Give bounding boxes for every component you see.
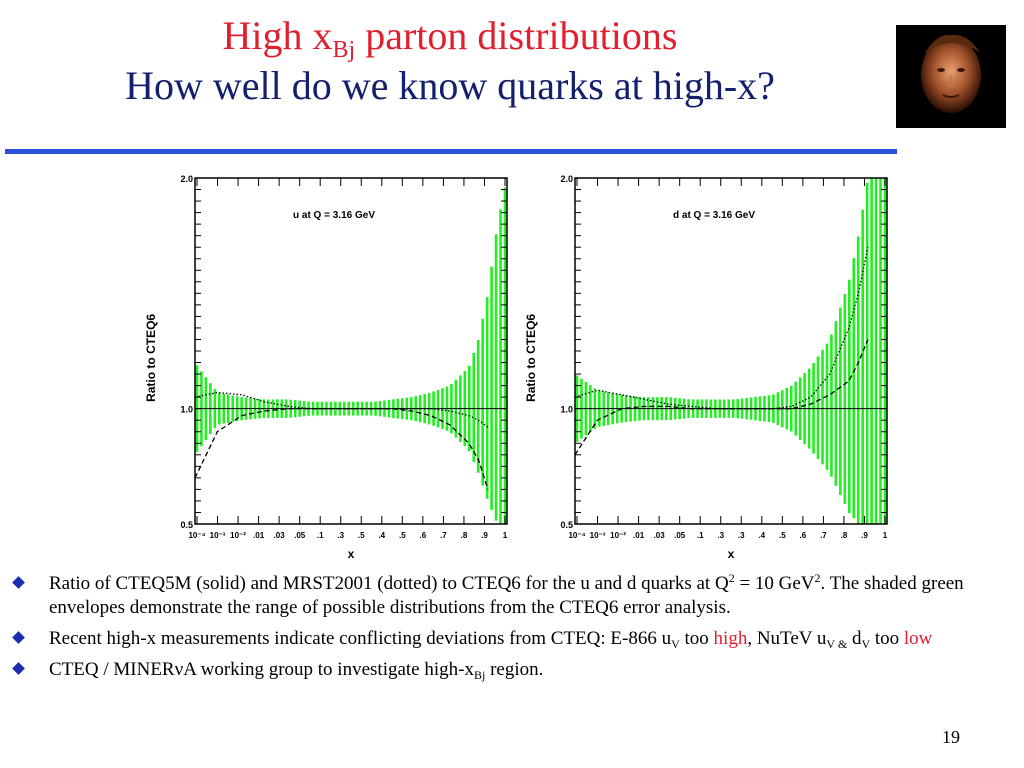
subscript: Bj bbox=[473, 668, 486, 682]
subscript: V bbox=[861, 637, 871, 651]
x-tick-label: .05 bbox=[674, 531, 686, 540]
x-tick-label: .5 bbox=[399, 531, 406, 540]
title-main: High x bbox=[222, 13, 333, 58]
x-tick-label: 10⁻³ bbox=[590, 531, 606, 540]
plot-frame bbox=[194, 177, 508, 525]
x-tick-label: .6 bbox=[420, 531, 427, 540]
x-axis-label: x bbox=[728, 547, 735, 561]
subscript: V & bbox=[826, 637, 848, 651]
bullet-item: Ratio of CTEQ5M (solid) and MRST2001 (do… bbox=[12, 572, 1002, 620]
x-tick-label: .03 bbox=[654, 531, 666, 540]
bullet-text: Ratio of CTEQ5M (solid) and MRST2001 (do… bbox=[49, 573, 729, 594]
subscript: V bbox=[671, 637, 680, 651]
x-tick-label: .4 bbox=[758, 531, 765, 540]
title-divider bbox=[5, 149, 897, 154]
x-tick-label: .01 bbox=[633, 531, 645, 540]
superscript: 2 bbox=[814, 571, 821, 585]
superscript: 2 bbox=[728, 571, 735, 585]
bullet-text: too bbox=[679, 628, 714, 649]
x-tick-label: .3 bbox=[717, 531, 724, 540]
bullet-text: too bbox=[870, 628, 904, 649]
chart-d-ratio: 10⁻⁴ 10⁻³ 10⁻² .01 .03 .05 .1 .3 .3 .4 .5 .6 .7 .8 .9 1… bbox=[515, 170, 890, 565]
x-tick-label: .8 bbox=[841, 531, 848, 540]
subtitle: How well do we know quarks at high-x? bbox=[125, 63, 775, 108]
y-tick-label: 2.0 bbox=[180, 174, 193, 184]
x-tick-label: .6 bbox=[800, 531, 807, 540]
x-tick-label: .05 bbox=[294, 531, 306, 540]
chart-annotation: d at Q = 3.16 GeV bbox=[673, 210, 755, 221]
chart-annotation: u at Q = 3.16 GeV bbox=[293, 210, 375, 221]
x-tick-label: 10⁻² bbox=[230, 531, 246, 540]
chart-u-ratio: 10⁻⁴ 10⁻³ 10⁻² .01 .03 .05 .1 .3 .5 .4 .5 .6 .7 .8 .9 1… bbox=[135, 170, 510, 565]
x-tick-label: .03 bbox=[274, 531, 286, 540]
series-mrst2001-line bbox=[574, 247, 869, 410]
series-cteq5m-line bbox=[194, 408, 489, 490]
x-tick-label: 1 bbox=[503, 531, 508, 540]
x-tick-label: .4 bbox=[378, 531, 385, 540]
x-tick-label: .7 bbox=[440, 531, 447, 540]
x-tick-label: 10⁻⁴ bbox=[188, 531, 205, 540]
bullet-text: . The shaded green envelopes demonstrate… bbox=[49, 573, 964, 618]
x-tick-label: 10⁻⁴ bbox=[568, 531, 585, 540]
title-rest: parton distributions bbox=[355, 13, 678, 58]
x-tick-label: .1 bbox=[697, 531, 704, 540]
bullet-list: Ratio of CTEQ5M (solid) and MRST2001 (do… bbox=[12, 572, 1002, 689]
x-tick-label: .3 bbox=[738, 531, 745, 540]
y-axis-label: Ratio to CTEQ6 bbox=[524, 314, 538, 402]
x-tick-label: .5 bbox=[358, 531, 365, 540]
x-tick-label: .5 bbox=[779, 531, 786, 540]
x-tick-label: .01 bbox=[253, 531, 265, 540]
portrait-photo-icon bbox=[896, 25, 1006, 128]
x-tick-label: .7 bbox=[820, 531, 827, 540]
y-tick-label: 2.0 bbox=[560, 174, 573, 184]
x-tick-label: .1 bbox=[317, 531, 324, 540]
page-number: 19 bbox=[942, 727, 960, 747]
x-tick-label: .9 bbox=[861, 531, 868, 540]
bullet-item: CTEQ / MINERνA working group to investig… bbox=[12, 658, 1002, 682]
title-subscript: Bj bbox=[332, 37, 356, 63]
slide-title: High xBj parton distributions How well d… bbox=[0, 14, 900, 108]
highlight-low: low bbox=[903, 628, 933, 649]
bullet-text: Recent high-x measurements indicate conf… bbox=[49, 628, 672, 649]
series-mrst2001-line bbox=[194, 391, 489, 428]
bullet-text: region. bbox=[485, 659, 544, 680]
diamond-bullet-icon bbox=[12, 576, 25, 589]
x-axis-label: x bbox=[348, 547, 355, 561]
y-axis-label: Ratio to CTEQ6 bbox=[144, 314, 158, 402]
x-tick-label: .3 bbox=[337, 531, 344, 540]
title-line-1: High xBj parton distributions bbox=[0, 13, 900, 63]
series-cteq5m-line bbox=[574, 339, 869, 456]
y-tick-label: 0.5 bbox=[180, 520, 193, 530]
x-tick-label: 10⁻³ bbox=[210, 531, 226, 540]
y-tick-label: 0.5 bbox=[560, 520, 573, 530]
bullet-item: Recent high-x measurements indicate conf… bbox=[12, 627, 1002, 651]
x-tick-label: .9 bbox=[481, 531, 488, 540]
bullet-text: , NuTeV u bbox=[747, 628, 827, 649]
bullet-text: d bbox=[847, 628, 862, 649]
bullet-text: CTEQ / MINERνA working group to investig… bbox=[49, 659, 474, 680]
diamond-bullet-icon bbox=[12, 662, 25, 675]
y-tick-label: 1.0 bbox=[180, 405, 193, 415]
bullet-text: = 10 GeV bbox=[734, 573, 815, 594]
diamond-bullet-icon bbox=[12, 631, 25, 644]
highlight-high: high bbox=[713, 628, 748, 649]
x-tick-label: 10⁻² bbox=[610, 531, 626, 540]
y-tick-label: 1.0 bbox=[560, 405, 573, 415]
x-tick-label: 1 bbox=[883, 531, 888, 540]
x-tick-label: .8 bbox=[461, 531, 468, 540]
